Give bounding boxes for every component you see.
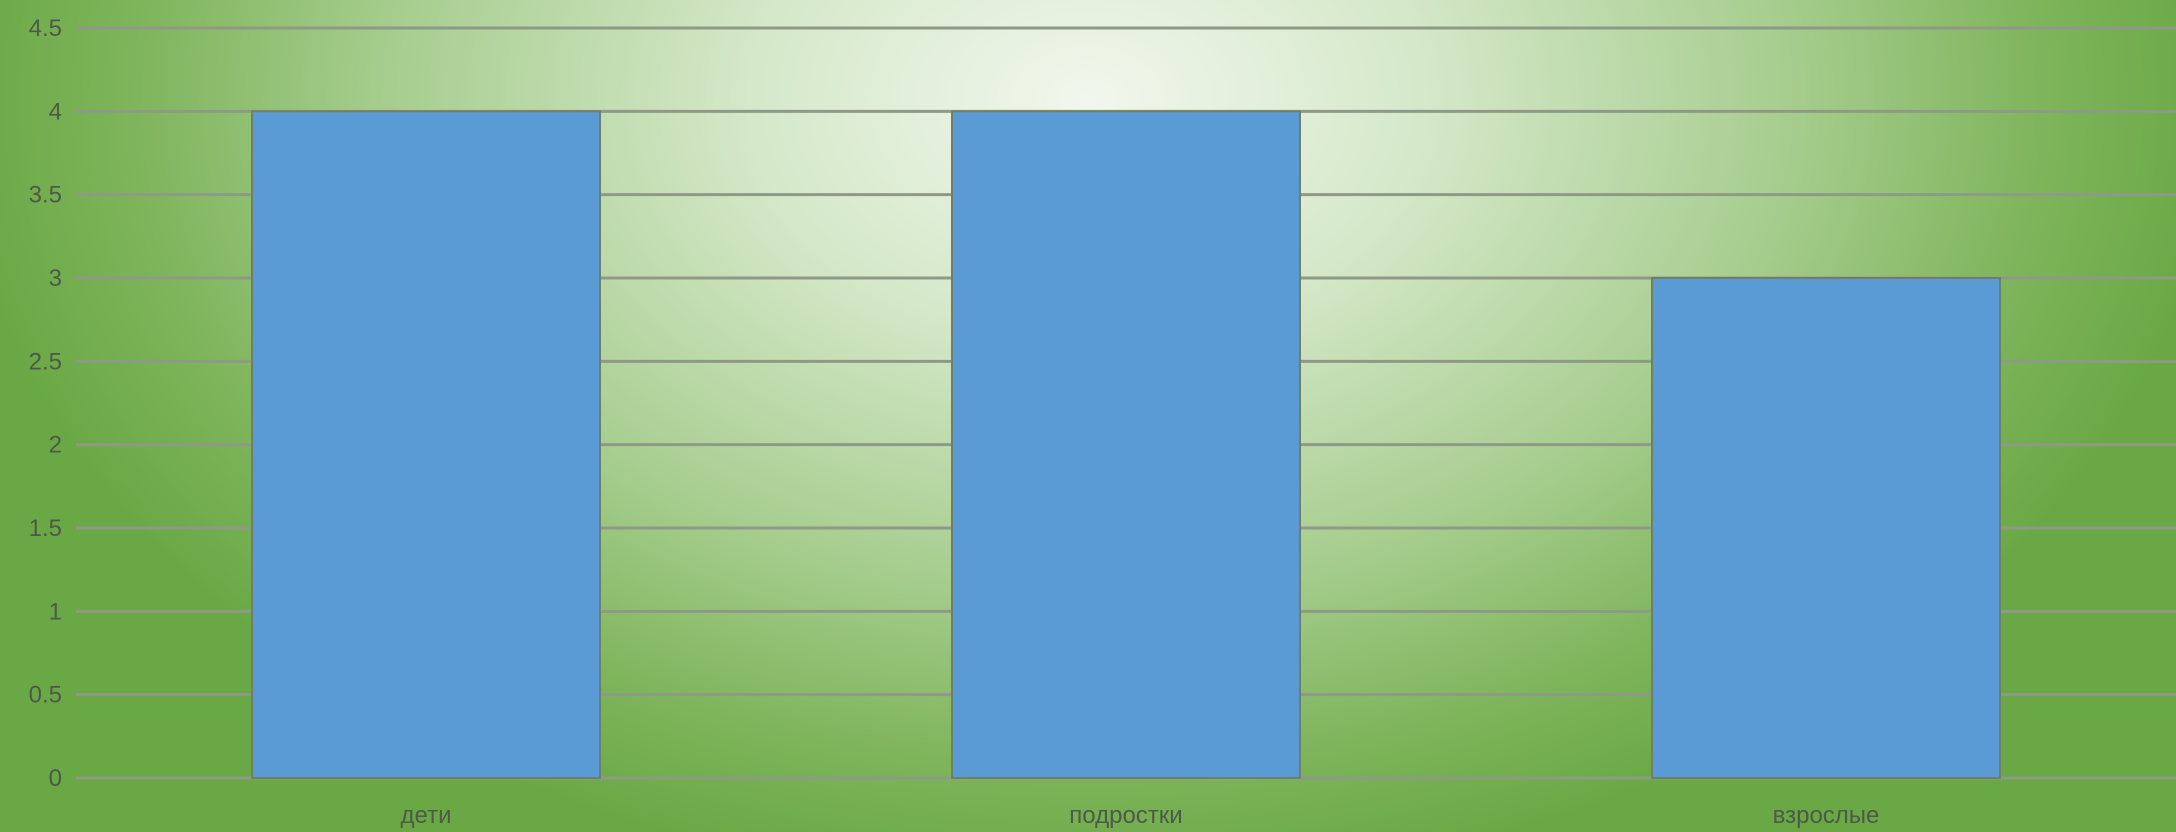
y-tick-label: 4: [49, 98, 62, 125]
y-tick-label: 0: [49, 765, 62, 792]
y-tick-label: 2: [49, 432, 62, 459]
y-tick-label: 4.5: [29, 15, 62, 42]
y-tick-label: 0.5: [29, 682, 62, 709]
y-tick-label: 3.5: [29, 182, 62, 209]
bar: [951, 110, 1301, 780]
y-tick-label: 1: [49, 598, 62, 625]
y-axis-tick-labels: 0 0.5 1 1.5 2 2.5 3 3.5 4 4.5: [29, 15, 62, 792]
category-label: дети: [401, 802, 452, 829]
bars: [251, 110, 2001, 780]
bar: [1651, 277, 2001, 779]
category-label: взрослые: [1773, 802, 1880, 829]
y-tick-label: 3: [49, 265, 62, 292]
y-tick-label: 2.5: [29, 348, 62, 375]
x-axis-category-labels: дети подростки взрослые: [401, 802, 1880, 829]
y-tick-label: 1.5: [29, 515, 62, 542]
bar: [251, 110, 601, 780]
category-label: подростки: [1069, 802, 1182, 829]
